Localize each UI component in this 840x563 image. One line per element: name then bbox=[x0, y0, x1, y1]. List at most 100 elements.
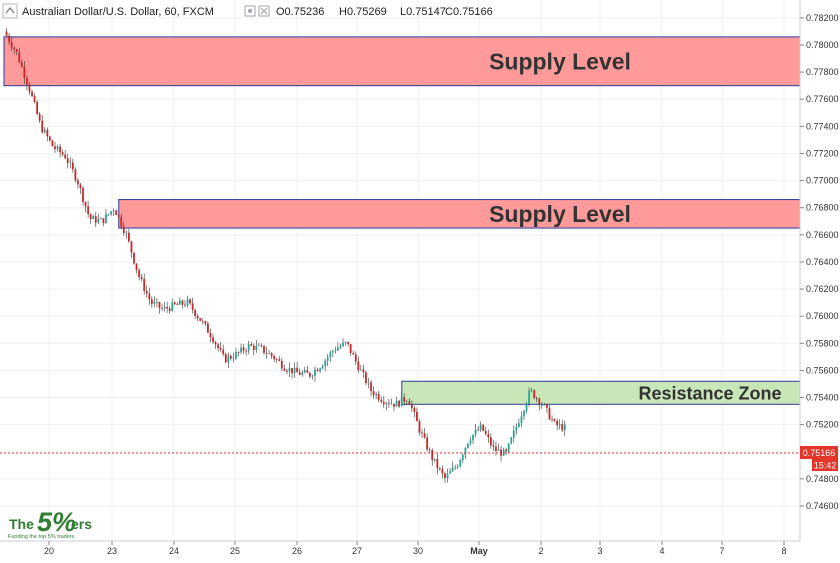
candle-body bbox=[334, 350, 337, 352]
candle-body bbox=[548, 407, 551, 420]
candle-body bbox=[421, 432, 423, 434]
candle-body bbox=[245, 350, 248, 352]
candle-body bbox=[77, 180, 79, 185]
close-icon[interactable] bbox=[258, 5, 270, 17]
candle-body bbox=[533, 390, 536, 399]
candle-body bbox=[232, 358, 235, 360]
candle-body bbox=[556, 420, 559, 426]
candle-body bbox=[163, 306, 166, 309]
candle-body bbox=[229, 355, 232, 359]
candle-body bbox=[561, 424, 564, 431]
candle-body bbox=[326, 357, 329, 361]
supply-zone[interactable] bbox=[118, 199, 802, 229]
candle-body bbox=[38, 114, 41, 121]
candle-body bbox=[82, 188, 84, 202]
candle-body bbox=[219, 347, 222, 350]
candle-body bbox=[357, 361, 360, 371]
candle-body bbox=[270, 353, 273, 357]
candle-body bbox=[128, 232, 130, 242]
candle-body bbox=[352, 352, 355, 355]
candle-body bbox=[418, 421, 421, 433]
y-tick-label: 0.78000 bbox=[806, 40, 839, 50]
candle-body bbox=[84, 201, 87, 207]
candle-body bbox=[464, 447, 467, 455]
candle-body bbox=[296, 367, 299, 373]
candle-body bbox=[283, 368, 286, 371]
y-tick-label: 0.77400 bbox=[806, 121, 839, 131]
candle-body bbox=[148, 293, 151, 300]
plot-background bbox=[0, 0, 800, 541]
candle-body bbox=[551, 419, 553, 421]
y-tick-label: 0.76200 bbox=[806, 284, 839, 294]
x-axis: 20 23 24 25 26 27 30 May 2 3 4 7 8 bbox=[44, 541, 787, 556]
candle-body bbox=[413, 407, 416, 412]
candle-body bbox=[171, 302, 174, 311]
zones: Supply Level Supply Level Resistance Zone bbox=[3, 36, 802, 405]
candle-body bbox=[252, 345, 255, 351]
ohlc-close: C0.75166 bbox=[445, 6, 493, 18]
candle-body bbox=[217, 344, 220, 348]
candle-body bbox=[390, 403, 393, 405]
axis-bottom-background bbox=[0, 541, 800, 558]
candle-body bbox=[400, 396, 403, 407]
candle-body bbox=[308, 372, 311, 377]
candle-body bbox=[451, 467, 454, 472]
candle-body bbox=[36, 102, 39, 115]
candle-body bbox=[487, 434, 490, 438]
candle-body bbox=[444, 473, 446, 479]
supply-zone[interactable] bbox=[3, 36, 802, 87]
candle-body bbox=[273, 356, 276, 360]
candle-body bbox=[15, 49, 18, 52]
candle-body bbox=[168, 308, 171, 311]
candle-body bbox=[512, 430, 515, 438]
candle-body bbox=[441, 468, 444, 474]
candle-body bbox=[41, 120, 44, 133]
candle-body bbox=[492, 445, 495, 447]
y-tick-label: 0.76800 bbox=[806, 203, 839, 213]
candle-body bbox=[372, 391, 375, 396]
settings-icon[interactable] bbox=[244, 5, 256, 17]
candle-body bbox=[507, 443, 510, 452]
candle-body bbox=[359, 369, 362, 371]
candle-body bbox=[138, 270, 140, 278]
candle-body bbox=[520, 416, 523, 424]
candle-body bbox=[495, 446, 497, 451]
candle-body bbox=[166, 306, 169, 309]
candle-body bbox=[367, 382, 370, 384]
candle-body bbox=[370, 382, 372, 392]
candle-body bbox=[523, 410, 525, 417]
candle-body bbox=[382, 401, 385, 405]
candle-body bbox=[102, 218, 105, 224]
candle-body bbox=[474, 429, 477, 435]
y-tick-label: 0.74600 bbox=[806, 501, 839, 511]
candle-body bbox=[237, 352, 240, 353]
candle-body bbox=[298, 372, 301, 375]
candle-body bbox=[408, 401, 411, 405]
collapse-icon[interactable] bbox=[2, 3, 18, 19]
candle-body bbox=[528, 390, 530, 404]
x-tick-label: May bbox=[470, 546, 488, 556]
candle-body bbox=[303, 370, 306, 373]
candle-body bbox=[199, 318, 202, 321]
candle-body bbox=[257, 345, 260, 347]
candle-body bbox=[461, 454, 464, 460]
y-tick-label: 0.78200 bbox=[806, 13, 839, 23]
candle-body bbox=[89, 214, 92, 220]
candle-body bbox=[242, 347, 245, 351]
x-tick-label: 8 bbox=[781, 546, 786, 556]
brand-logo: The 5% ers Funding the top 5% traders bbox=[8, 507, 92, 540]
candle-body bbox=[255, 345, 258, 351]
candle-body bbox=[69, 162, 72, 164]
candle-body bbox=[224, 353, 227, 363]
candle-body bbox=[140, 277, 143, 279]
candle-body bbox=[395, 400, 398, 407]
supply-zone-label: Supply Level bbox=[489, 201, 631, 227]
candle-body bbox=[173, 302, 176, 305]
candle-body bbox=[456, 466, 459, 468]
y-tick-label: 0.76400 bbox=[806, 257, 839, 267]
candle-body bbox=[525, 403, 528, 411]
candle-body bbox=[324, 360, 327, 367]
candle-body bbox=[212, 337, 214, 343]
candle-body bbox=[301, 372, 304, 375]
candle-body bbox=[436, 458, 439, 469]
